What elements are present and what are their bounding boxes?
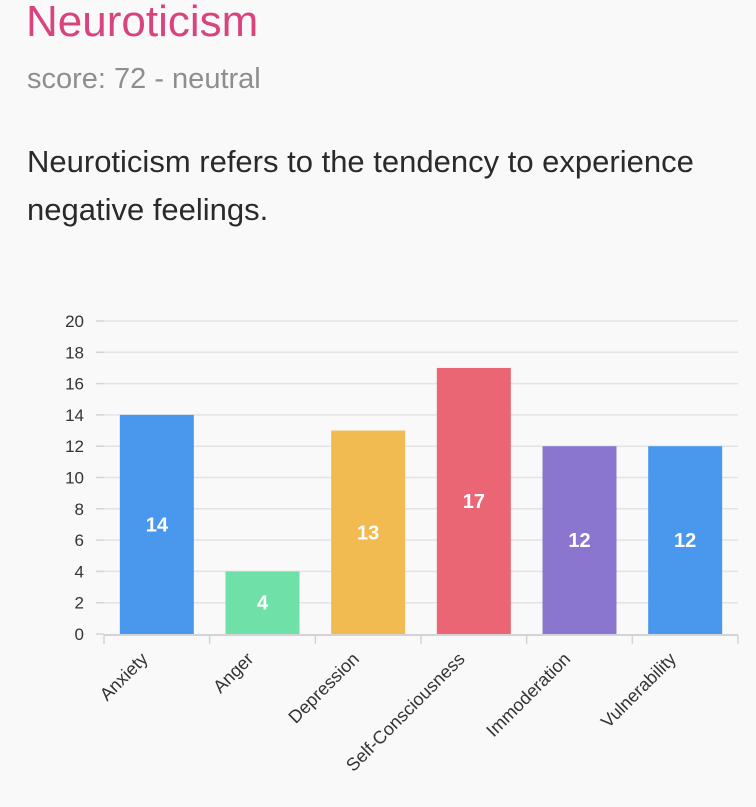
bar-value-label: 17 — [463, 491, 485, 513]
score-text: score: 72 - neutral — [27, 63, 261, 95]
x-tick-label: Vulnerability — [597, 649, 680, 732]
bar-value-label: 12 — [568, 530, 590, 552]
bar — [119, 414, 194, 634]
x-tick-label: Anger — [209, 649, 257, 697]
y-tick-label: 14 — [65, 406, 84, 425]
bar — [542, 446, 617, 634]
x-tick-label: Anxiety — [96, 649, 152, 705]
page-title: Neuroticism — [26, 0, 259, 46]
bar — [331, 430, 406, 634]
x-tick-label: Depression — [284, 649, 363, 728]
bar-value-label: 13 — [357, 522, 379, 544]
y-tick-label: 8 — [75, 500, 84, 519]
y-tick-label: 12 — [65, 437, 84, 456]
bar — [648, 446, 723, 634]
y-tick-label: 4 — [75, 562, 84, 581]
y-tick-label: 18 — [65, 343, 84, 362]
x-axis — [103, 634, 739, 644]
bars — [119, 367, 723, 634]
x-tick-label: Self-Consciousness — [342, 649, 469, 776]
bar-value-label: 4 — [257, 593, 269, 615]
y-axis-ticks: 0 2 4 6 8 10 12 14 16 18 20 — [65, 312, 104, 644]
bar-value-label: 14 — [146, 514, 169, 536]
bar — [225, 571, 300, 634]
x-axis-labels: Anxiety Anger DepressionSelf-Consciousness… — [96, 649, 680, 776]
y-tick-label: 16 — [65, 375, 84, 394]
y-tick-label: 20 — [65, 312, 84, 331]
description-text: Neuroticism refers to the tendency to ex… — [27, 144, 694, 227]
bar-value-label: 12 — [674, 530, 696, 552]
y-tick-label: 2 — [75, 594, 84, 613]
value-labels: 14 4 13 17 12 12 — [146, 491, 697, 615]
grid-lines — [104, 320, 738, 604]
bar — [436, 367, 511, 634]
y-tick-label: 6 — [75, 531, 84, 550]
y-tick-label: 0 — [75, 625, 84, 644]
x-tick-label: Immoderation — [482, 649, 574, 741]
y-tick-label: 10 — [65, 469, 84, 488]
